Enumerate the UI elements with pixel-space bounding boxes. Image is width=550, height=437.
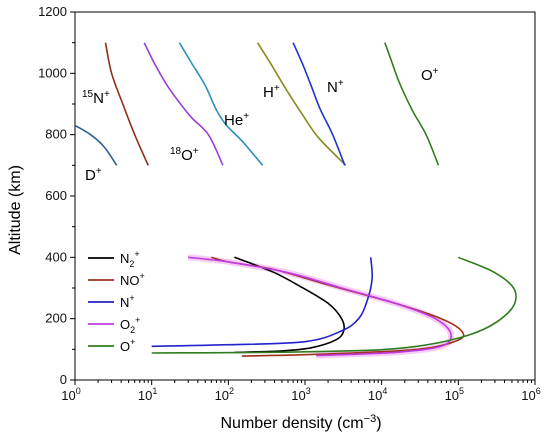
lower-series-line [188, 256, 452, 357]
y-tick-label: 400 [45, 249, 67, 264]
legend-label: N+ [120, 293, 135, 310]
y-tick-label: 1200 [38, 4, 67, 19]
x-tick-label: 106 [521, 386, 540, 403]
label-d-plus: D+ [85, 166, 102, 184]
series-halo [187, 254, 455, 359]
legend: N2+ NO+ N+ O2+ O+ [88, 249, 145, 354]
lower-series-line [234, 256, 345, 354]
upper-series-line [104, 42, 149, 166]
lower-series-line [211, 256, 465, 357]
x-tick-label: 104 [368, 386, 387, 403]
label-n15-plus: 15N+ [82, 89, 110, 107]
lower-series-line [151, 257, 374, 348]
y-axis-title: Altitude (km) [7, 165, 24, 255]
x-tick-label: 103 [291, 386, 310, 403]
lower-series-line [151, 256, 517, 354]
x-tick-label: 102 [215, 386, 234, 403]
upper-series-line [74, 124, 118, 166]
label-n-plus: N+ [327, 78, 344, 96]
label-he-plus: He+ [224, 111, 249, 129]
x-tick-label: 105 [445, 386, 464, 403]
upper-series-line [256, 42, 347, 166]
legend-label: NO+ [120, 271, 145, 288]
y-tick-label: 1000 [38, 65, 67, 80]
x-axis-title: Number density (cm−3) [220, 413, 381, 432]
x-tick-label: 101 [138, 386, 157, 403]
upper-series-line [143, 42, 224, 166]
y-tick-label: 600 [45, 188, 67, 203]
upper-series-line [384, 42, 440, 166]
legend-label: O+ [120, 337, 135, 354]
y-tick-label: 0 [60, 372, 67, 387]
label-h-plus: H+ [263, 83, 280, 101]
series-curves [74, 42, 517, 359]
y-tick-label: 200 [45, 311, 67, 326]
legend-label: N2+ [120, 249, 140, 269]
x-tick-label: 100 [61, 386, 80, 403]
label-o18-plus: 18O+ [170, 146, 199, 164]
upper-series-line [292, 42, 346, 166]
y-tick-label: 800 [45, 127, 67, 142]
plot-border [74, 11, 536, 381]
plot-frame [74, 11, 536, 381]
label-o-plus: O+ [421, 66, 439, 84]
legend-label: O2+ [120, 315, 140, 335]
axis-ticks: 100 101 102 103 104 105 106 0 200 400 600 800 1000 12… [38, 4, 541, 403]
upper-series-line [178, 42, 264, 166]
